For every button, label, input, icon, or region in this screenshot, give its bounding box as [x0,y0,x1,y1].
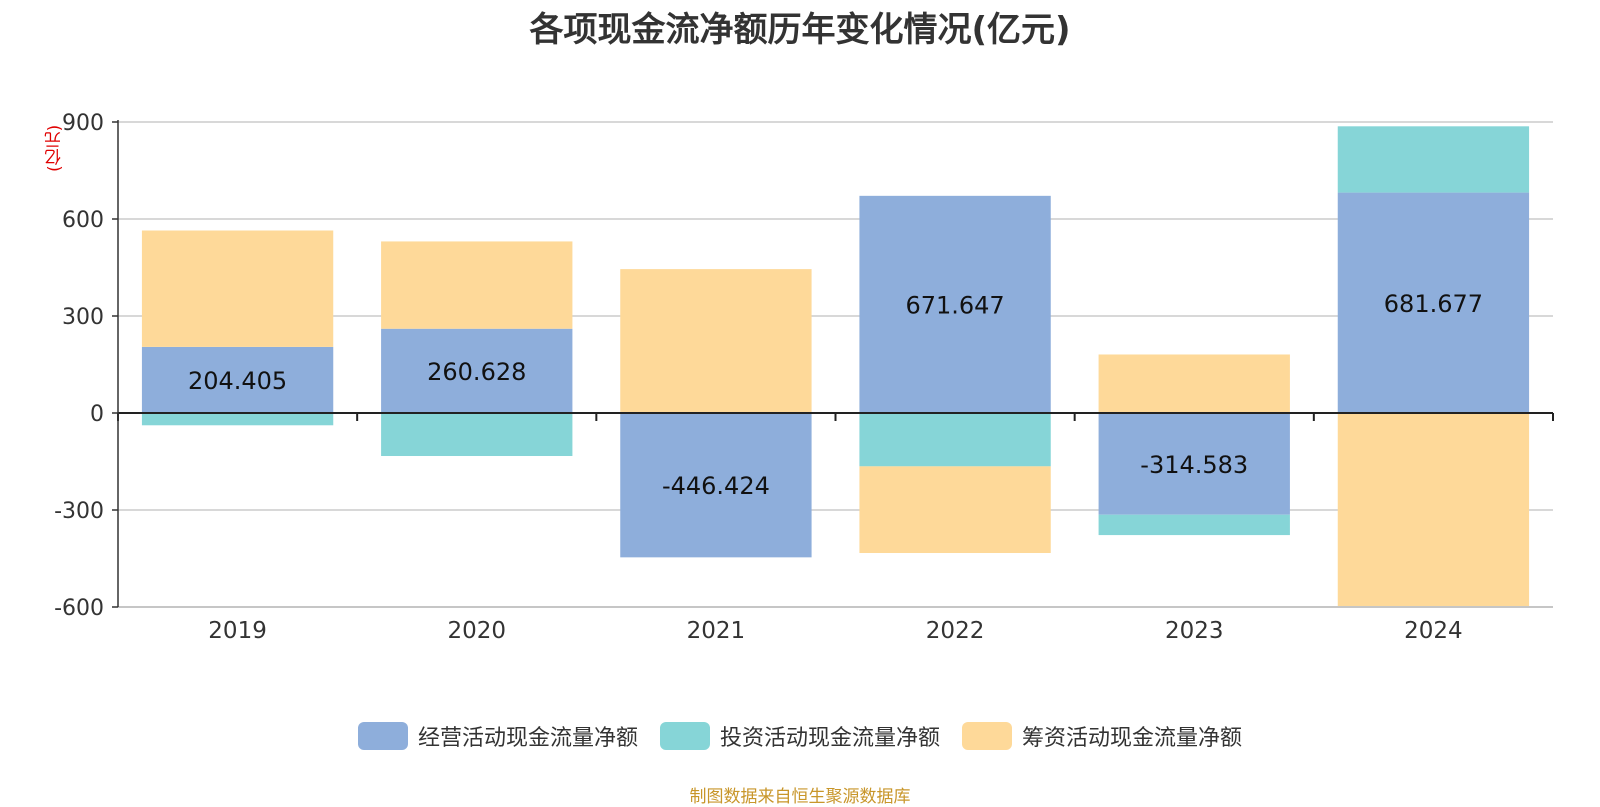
data-label: 681.677 [1384,290,1483,318]
legend-swatch [357,722,408,750]
y-tick-label: 300 [62,305,104,330]
bar-2024-series-3 [1337,413,1530,607]
bar-2022-series-2 [859,413,1051,467]
x-tick-label: 2019 [208,618,267,644]
bar-2020-series-1 [381,328,573,413]
axes: -600 -300 0 300 600 900 2019 2020 2021 2022 2023 20… [54,111,1554,644]
legend-label: 筹资活动现金流量净额 [1022,726,1243,751]
x-tick-label: 2022 [926,618,985,644]
legend-swatch [962,722,1012,750]
bar-2019-series-1 [141,346,334,413]
x-tick-label: 2023 [1165,618,1224,644]
bar-2024-series-1 [1337,192,1530,413]
chart-title: 各项现金流净额历年变化情况(亿元) [529,10,1071,50]
y-tick-label: 600 [62,208,104,233]
data-label: 204.405 [188,367,287,395]
legend-item[interactable]: 筹资活动现金流量净额 [962,720,1242,752]
data-label: -446.424 [662,472,770,500]
bar-2024-series-2 [1337,126,1530,193]
bar-2021-series-1 [620,413,812,558]
data-label: 260.628 [427,358,526,386]
legend-item[interactable]: 经营活动现金流量净额 [357,720,638,752]
bar-2022-series-1 [859,195,1051,413]
legend-swatch [659,722,710,750]
bar-2019-series-3 [141,230,334,347]
x-tick-label: 2020 [447,618,506,644]
source-note: 制图数据来自恒生聚源数据库 [689,787,911,807]
bar-2020-series-3 [381,241,573,329]
data-labels: 204.405 260.628 -446.424 671.647 -314.583 681… [188,290,1483,500]
bar-2019-series-2 [141,413,334,426]
bar-2021-series-3 [620,269,812,413]
bar-2023-series-3 [1098,354,1290,413]
y-tick-label: -600 [54,596,104,621]
bar-2022-series-3 [859,466,1051,554]
y-tick-label: 900 [62,111,104,136]
legend-label: 投资活动现金流量净额 [719,726,940,751]
bar-2023-series-2 [1098,514,1290,536]
legend-item[interactable]: 投资活动现金流量净额 [659,720,940,752]
x-tick-label: 2024 [1404,618,1463,644]
data-label: 671.647 [905,291,1004,319]
legend: 经营活动现金流量净额 投资活动现金流量净额 筹资活动现金流量净额 [0,720,1600,752]
y-tick-label: -300 [54,499,104,524]
bar-2023-series-1 [1098,413,1290,515]
bar-2020-series-2 [381,413,573,457]
bars [141,126,1530,607]
x-tick-label: 2021 [687,618,746,644]
legend-label: 经营活动现金流量净额 [417,726,638,751]
bar-chart: -600 -300 0 300 600 900 2019 2020 2021 2022 2023 20… [54,111,1554,644]
y-tick-label: 0 [90,402,104,427]
data-label: -314.583 [1140,451,1248,479]
